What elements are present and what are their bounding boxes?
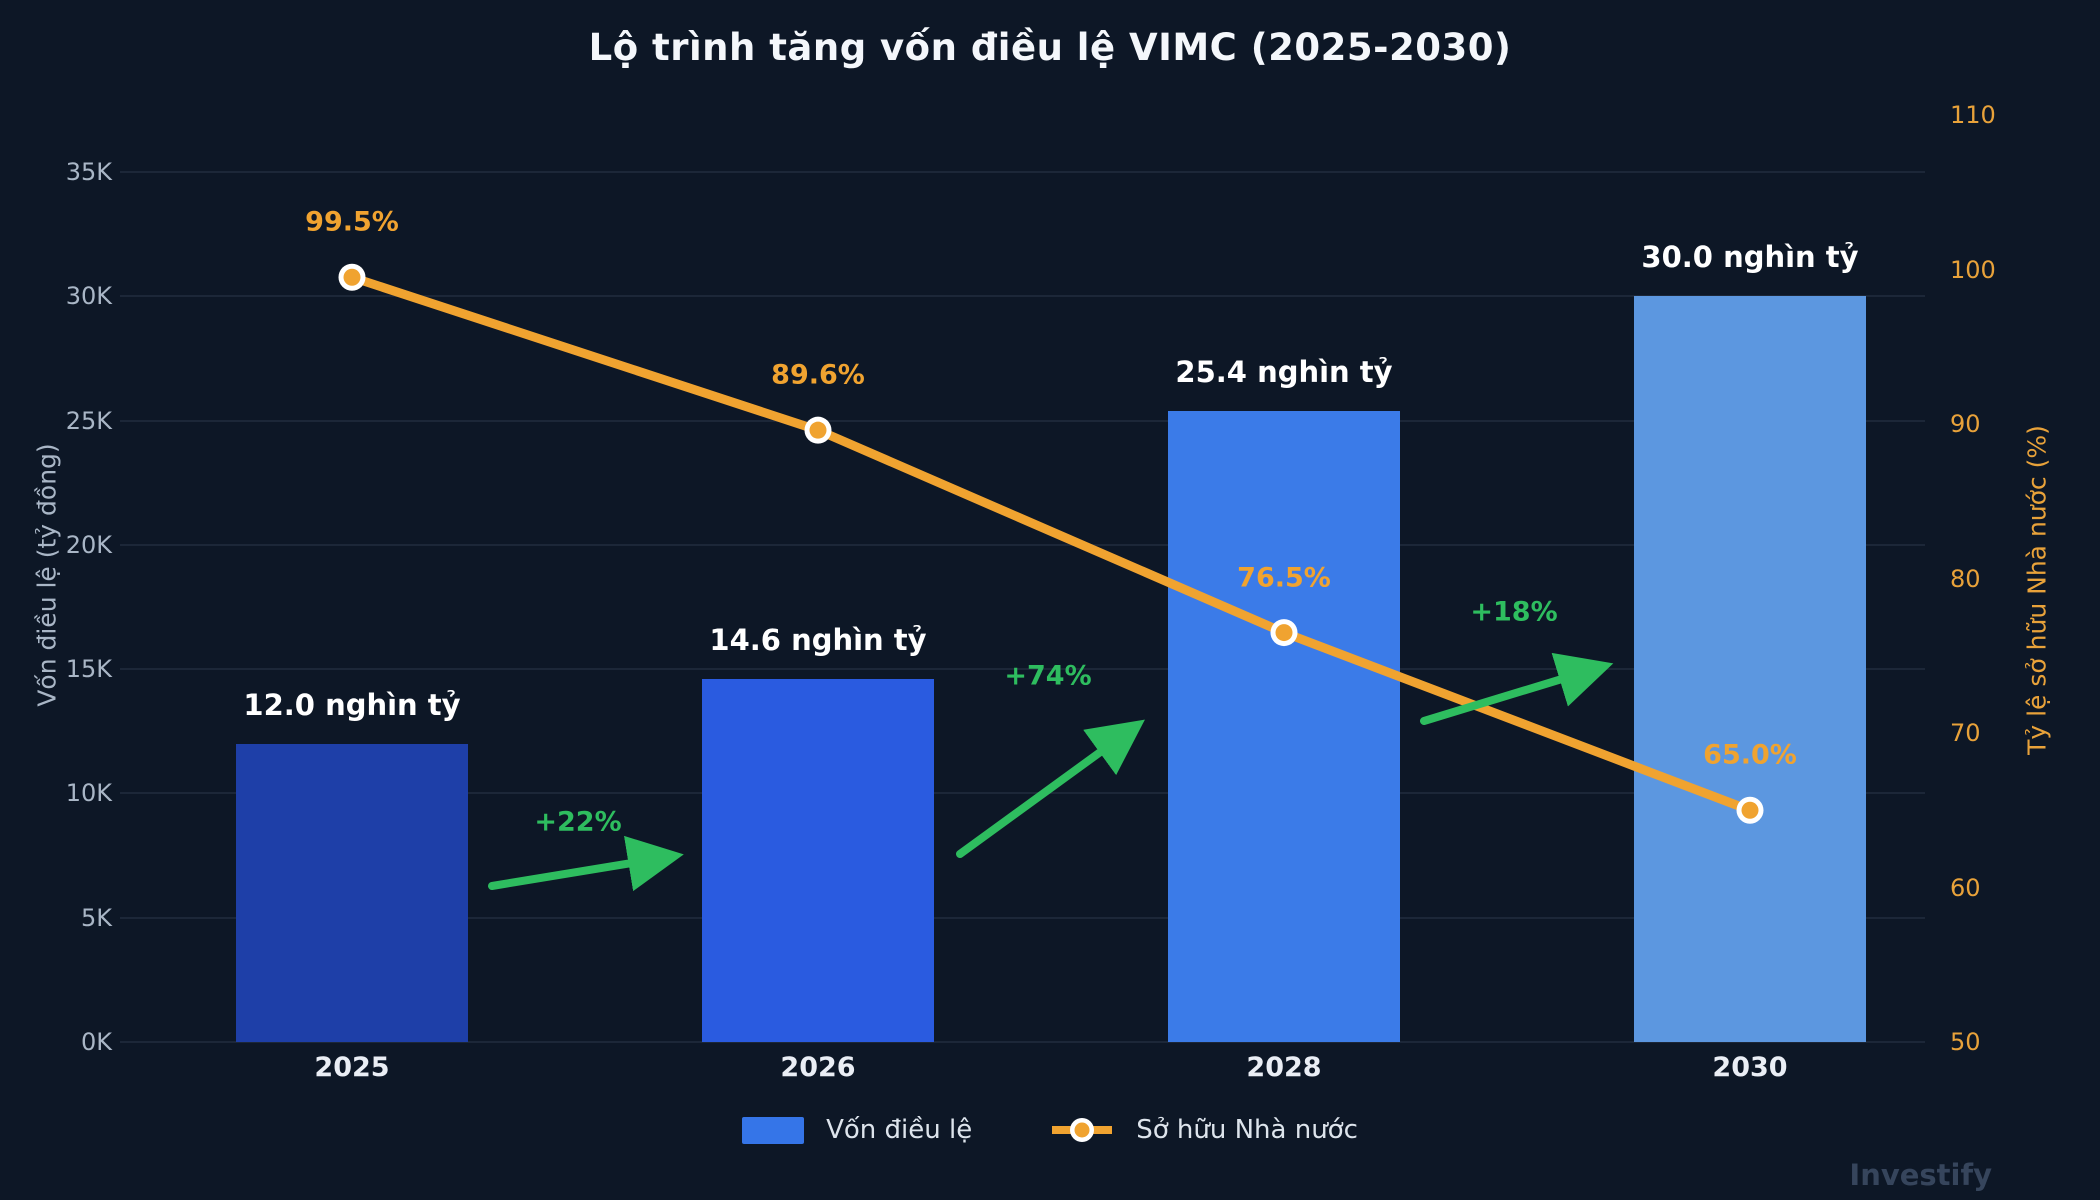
ownership-label-2030: 65.0% bbox=[1703, 739, 1797, 771]
gridline-35k bbox=[120, 171, 1925, 173]
bar-2025 bbox=[236, 743, 468, 1042]
left-tick-20K: 20K bbox=[65, 530, 112, 559]
right-tick-50: 50 bbox=[1950, 1028, 1981, 1056]
line-marker-2025 bbox=[343, 268, 361, 286]
growth-label-2025-2026: +22% bbox=[534, 806, 622, 838]
bar-value-label-2028: 25.4 nghìn tỷ bbox=[1175, 354, 1393, 389]
line-series-label: Sở hữu Nhà nước bbox=[1136, 1115, 1358, 1145]
x-axis-label-2030: 2030 bbox=[1712, 1052, 1788, 1083]
right-tick-90: 90 bbox=[1950, 410, 1981, 438]
gridline-5k bbox=[120, 916, 1925, 919]
ownership-label-2025: 99.5% bbox=[305, 206, 399, 238]
gridline-0k bbox=[120, 1041, 1925, 1043]
x-axis-label-2026: 2026 bbox=[780, 1052, 856, 1083]
left-tick-15K: 15K bbox=[65, 655, 112, 684]
x-axis-label-2028: 2028 bbox=[1246, 1052, 1322, 1083]
bar-2030 bbox=[1634, 296, 1866, 1042]
left-tick-25K: 25K bbox=[65, 406, 112, 435]
legend-item-so-huu-nha-nuoc[interactable]: Sở hữu Nhà nước bbox=[1050, 1115, 1358, 1145]
left-tick-5K: 5K bbox=[80, 903, 112, 932]
ownership-label-2026: 89.6% bbox=[771, 359, 865, 391]
line-marker-2026 bbox=[809, 421, 827, 439]
line-marker-2028 bbox=[1275, 624, 1293, 642]
legend-item-von-dieu-le[interactable]: Vốn điều lệ bbox=[742, 1115, 972, 1145]
bar-value-label-2025: 12.0 nghìn tỷ bbox=[243, 687, 461, 722]
left-tick-0K: 0K bbox=[80, 1028, 112, 1056]
growth-arrow-2025-2026 bbox=[488, 835, 684, 892]
right-tick-70: 70 bbox=[1950, 719, 1981, 747]
right-tick-60: 60 bbox=[1950, 873, 1981, 902]
gridline-30k bbox=[120, 295, 1925, 298]
ownership-label-2028: 76.5% bbox=[1237, 562, 1331, 594]
chart-title: Lộ trình tăng vốn điều lệ VIMC (2025-203… bbox=[588, 26, 1512, 69]
bar-value-label-2026: 14.6 nghìn tỷ bbox=[709, 623, 927, 658]
legend: Vốn điều lệ Sở hữu Nhà nước bbox=[0, 1106, 2100, 1154]
ownership-line bbox=[347, 272, 1755, 815]
left-tick-35K: 35K bbox=[65, 158, 112, 186]
growth-label-2028-2030: +18% bbox=[1470, 596, 1558, 628]
left-tick-10K: 10K bbox=[65, 779, 112, 808]
bar-2028 bbox=[1168, 410, 1400, 1042]
gridline-20k bbox=[120, 543, 1925, 546]
growth-label-2026-2028: +74% bbox=[1004, 660, 1092, 692]
line-marker-2030 bbox=[1741, 801, 1759, 819]
gridline-25k bbox=[120, 419, 1925, 422]
watermark: Investify bbox=[1849, 1158, 1992, 1192]
bar-value-label-2030: 30.0 nghìn tỷ bbox=[1641, 240, 1859, 275]
bar-series-label: Vốn điều lệ bbox=[826, 1115, 973, 1145]
right-tick-100: 100 bbox=[1950, 255, 1996, 284]
bar-2026 bbox=[702, 679, 934, 1042]
growth-arrow-2026-2028 bbox=[956, 719, 1145, 858]
gridline-15k bbox=[120, 668, 1925, 671]
growth-arrow-2028-2030 bbox=[1420, 652, 1614, 725]
x-axis-label-2025: 2025 bbox=[314, 1052, 390, 1083]
left-tick-30K: 30K bbox=[65, 282, 112, 311]
bar-series-swatch bbox=[742, 1116, 805, 1144]
right-tick-110: 110 bbox=[1950, 101, 1996, 129]
line-series-swatch-icon bbox=[1052, 1118, 1113, 1142]
gridline-10k bbox=[120, 792, 1925, 795]
right-tick-80: 80 bbox=[1950, 564, 1981, 593]
